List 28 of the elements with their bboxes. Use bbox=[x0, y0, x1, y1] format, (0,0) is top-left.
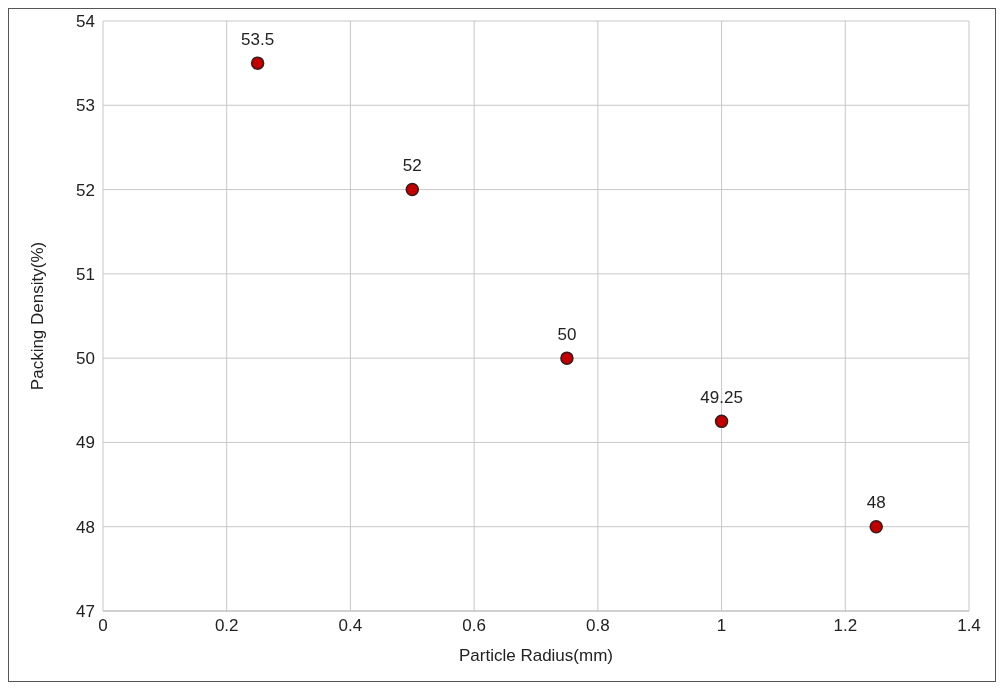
y-tick-label: 48 bbox=[76, 517, 95, 537]
x-tick-label: 0 bbox=[98, 616, 108, 636]
x-axis-title: Particle Radius(mm) bbox=[459, 646, 613, 665]
x-tick-label: 0.8 bbox=[586, 616, 610, 636]
x-tick-label: 0.6 bbox=[462, 616, 486, 636]
y-tick-label: 49 bbox=[76, 433, 95, 453]
point bbox=[560, 351, 574, 365]
point bbox=[250, 56, 265, 70]
y-axis-title: Packing Density(%) bbox=[28, 241, 48, 391]
y-tick-label: 53 bbox=[76, 96, 95, 116]
point bbox=[405, 182, 420, 197]
data-label: 52 bbox=[402, 156, 422, 176]
x-tick-label: 0.4 bbox=[338, 616, 363, 636]
data-label: 48 bbox=[866, 493, 886, 513]
x-tick-label: 1.4 bbox=[957, 616, 981, 636]
data-label: 49.25 bbox=[700, 387, 743, 407]
data-label: 53.5 bbox=[241, 29, 275, 49]
x-tick-label: 0.2 bbox=[214, 616, 239, 636]
y-tick-label: 50 bbox=[76, 349, 95, 369]
point bbox=[869, 519, 883, 534]
data-label: 50 bbox=[557, 324, 577, 344]
y-tick-label: 47 bbox=[76, 602, 95, 622]
x-tick-label: 1.2 bbox=[833, 616, 858, 636]
y-tick-label: 54 bbox=[76, 12, 95, 32]
y-tick-label: 51 bbox=[76, 264, 95, 284]
y-tick-label: 52 bbox=[76, 180, 95, 200]
point bbox=[714, 414, 729, 429]
x-tick-label: 1 bbox=[716, 616, 727, 636]
